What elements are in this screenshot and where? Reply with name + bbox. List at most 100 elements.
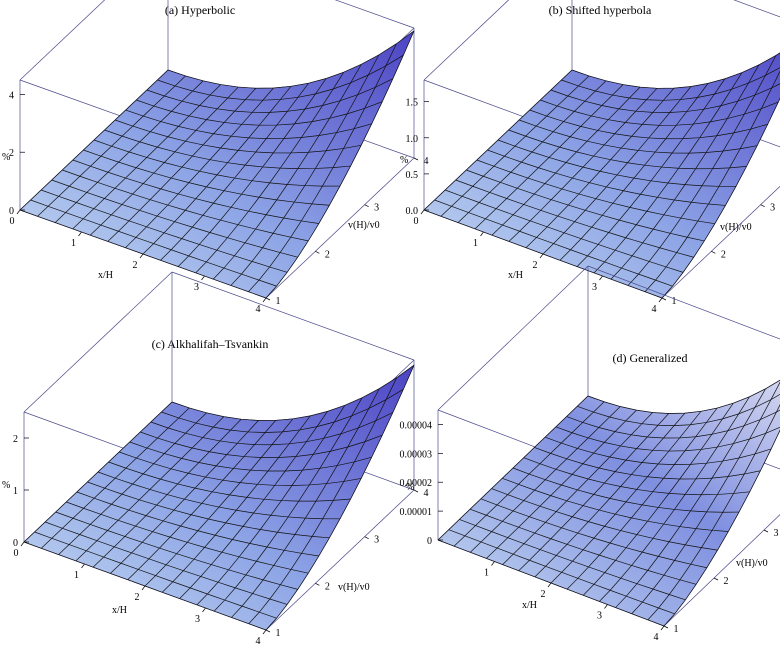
mesh-line-y bbox=[129, 441, 372, 472]
panel-title: (b) Shifted hyperbola bbox=[549, 3, 652, 17]
x-tick-label: 0 bbox=[414, 216, 419, 227]
mesh-line-y bbox=[34, 531, 277, 619]
surface-panel-d: (d) Generalized 1 2 3 4 1 2 3 4 0 0.00001 0.0000… bbox=[400, 265, 780, 643]
mesh-line-y bbox=[104, 129, 351, 169]
y-tick-mark bbox=[413, 489, 419, 493]
panel-title: (c) Alkhalifah–Tsvankin bbox=[152, 337, 269, 351]
mesh-line-y bbox=[136, 99, 383, 126]
z-tick-label: 0 bbox=[13, 538, 18, 549]
x-tick-label: 1 bbox=[484, 568, 489, 579]
mesh-line-y bbox=[66, 501, 309, 574]
z-tick-label: 1.0 bbox=[406, 134, 419, 145]
mesh-line-y bbox=[161, 388, 404, 433]
x-tick-label: 2 bbox=[533, 260, 538, 271]
mesh-line-y bbox=[87, 481, 330, 539]
mesh-line-y bbox=[502, 477, 729, 532]
box-edge bbox=[265, 157, 415, 299]
z-axis-label: % bbox=[406, 482, 414, 493]
y-axis-label: v(H)/v0 bbox=[348, 220, 380, 231]
x-tick-label: 3 bbox=[195, 614, 200, 625]
z-tick-labels: 0.0 0.5 1.0 1.5 bbox=[406, 98, 429, 217]
y-axis-label: v(H)/v0 bbox=[720, 222, 752, 233]
x-tick-labels: 1 2 3 4 bbox=[484, 561, 665, 643]
mesh-line-y bbox=[571, 52, 780, 89]
box-edge bbox=[19, 0, 106, 81]
x-tick-label: 4 bbox=[654, 632, 659, 643]
x-tick-labels: 0 1 2 3 4 bbox=[10, 209, 267, 315]
x-tick-label: 3 bbox=[597, 611, 602, 622]
y-tick-mark bbox=[763, 529, 769, 533]
x-tick-mark bbox=[141, 585, 146, 591]
y-tick-label: 1 bbox=[276, 296, 281, 307]
x-tick-mark bbox=[599, 275, 603, 281]
mesh-line-y bbox=[55, 511, 298, 590]
mesh-line-y bbox=[146, 78, 394, 113]
y-tick-label: 3 bbox=[774, 528, 779, 539]
axes: 0 1 2 3 4 1 2 3 4 0 1 2 x/H v(H)/v0 % bbox=[2, 434, 429, 647]
x-tick-label: 2 bbox=[135, 592, 140, 603]
surface-mesh bbox=[23, 364, 415, 631]
z-axis-label: % bbox=[400, 155, 408, 166]
y-tick-mark bbox=[661, 297, 667, 301]
mesh-line-y bbox=[466, 169, 705, 242]
y-tick-mark bbox=[663, 625, 669, 629]
y-tick-label: 3 bbox=[770, 203, 775, 214]
y-tick-mark bbox=[265, 297, 271, 301]
mesh-line-y bbox=[93, 139, 341, 187]
x-tick-mark bbox=[139, 253, 144, 259]
x-axis-label: x/H bbox=[508, 270, 523, 281]
z-tick-label: 0.00004 bbox=[400, 420, 433, 431]
mesh-line-y bbox=[157, 54, 404, 101]
x-tick-label: 1 bbox=[74, 570, 79, 581]
x-tick-mark bbox=[20, 541, 25, 547]
mesh-line-y bbox=[41, 189, 288, 273]
mesh-line-y bbox=[30, 199, 277, 287]
box-edge bbox=[171, 271, 415, 361]
panel-title: (d) Generalized bbox=[613, 351, 688, 365]
x-tick-mark bbox=[660, 625, 665, 631]
z-tick-label: 0.00002 bbox=[400, 478, 433, 489]
x-tick-mark bbox=[262, 297, 267, 303]
mesh-line-y bbox=[545, 436, 772, 465]
x-tick-label: 1 bbox=[473, 238, 478, 249]
z-tick-label: 2 bbox=[9, 148, 14, 159]
y-tick-label: 4 bbox=[424, 488, 429, 499]
y-tick-label: 3 bbox=[374, 203, 379, 214]
x-tick-label: 3 bbox=[194, 282, 199, 293]
mesh-line-y bbox=[508, 129, 747, 170]
box-edge bbox=[661, 185, 780, 299]
mesh-line-y bbox=[119, 451, 362, 486]
box-edge bbox=[587, 265, 780, 340]
x-tick-mark bbox=[262, 629, 267, 635]
y-tick-mark bbox=[413, 157, 419, 161]
mesh-line-y bbox=[470, 508, 697, 585]
surface-panel-a: (a) Hyperbolic 0 1 2 3 4 1 2 3 4 0 2 4 x/H v(H)/v… bbox=[2, 0, 429, 315]
mesh-line-y bbox=[150, 412, 394, 446]
box-edge bbox=[663, 514, 780, 627]
y-tick-mark bbox=[315, 583, 320, 586]
mesh-line-y bbox=[561, 67, 780, 101]
mesh-line-y bbox=[476, 159, 715, 225]
x-tick-labels: 0 1 2 3 4 bbox=[14, 541, 267, 647]
mesh-line-y bbox=[519, 119, 758, 154]
mesh-line-y bbox=[434, 199, 673, 287]
axes: 0 1 2 3 4 1 2 3 4 0 2 4 x/H v(H)/v0 % bbox=[2, 90, 429, 315]
x-tick-label: 4 bbox=[652, 304, 657, 315]
z-tick-label: 0.00003 bbox=[400, 449, 433, 460]
y-tick-label: 2 bbox=[721, 249, 726, 260]
mesh-line-y bbox=[566, 409, 780, 439]
y-tick-label: 1 bbox=[276, 628, 281, 639]
y-tick-label: 1 bbox=[674, 624, 679, 635]
y-tick-mark bbox=[711, 251, 716, 254]
z-tick-label: 1.5 bbox=[406, 98, 419, 109]
surface-mesh bbox=[19, 29, 415, 299]
x-tick-label: 0 bbox=[14, 548, 19, 559]
surface-mesh bbox=[437, 379, 780, 627]
x-tick-label: 3 bbox=[592, 282, 597, 293]
y-tick-label: 2 bbox=[325, 249, 330, 260]
mesh-line-y bbox=[512, 467, 740, 513]
